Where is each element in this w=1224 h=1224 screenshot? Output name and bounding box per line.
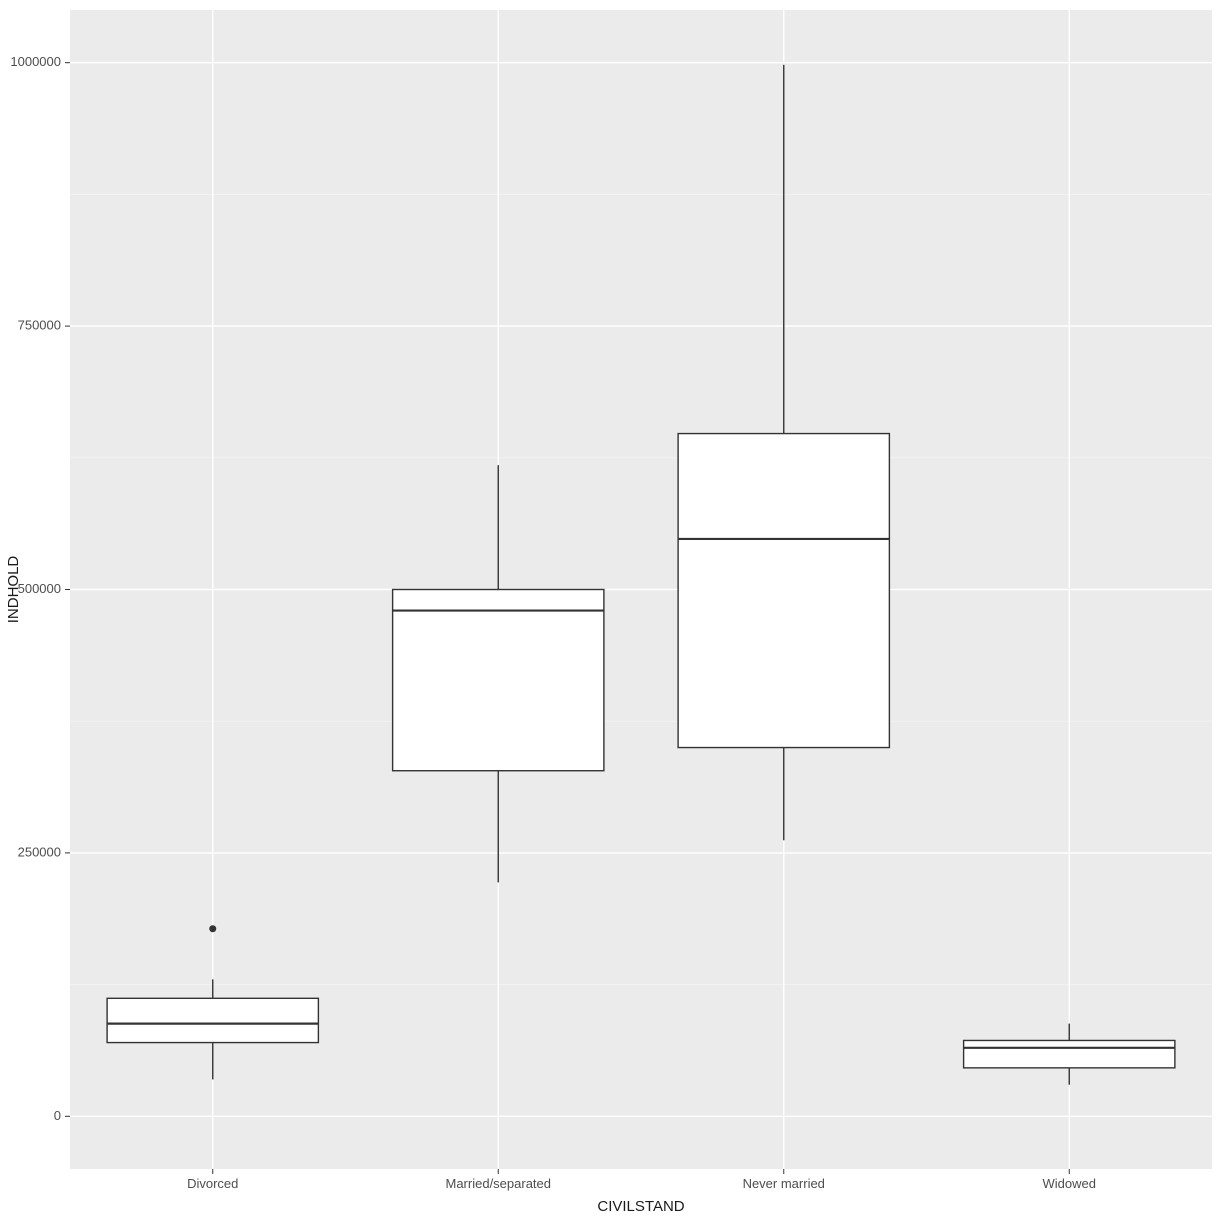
y-tick-label: 250000	[18, 844, 61, 859]
y-tick-label: 750000	[18, 318, 61, 333]
y-tick-label: 1000000	[10, 54, 61, 69]
x-tick-label: Never married	[743, 1176, 825, 1191]
y-tick-label: 500000	[18, 581, 61, 596]
x-tick-label: Divorced	[187, 1176, 238, 1191]
x-tick-label: Widowed	[1043, 1176, 1096, 1191]
box	[107, 998, 318, 1042]
box	[678, 434, 889, 748]
y-tick-label: 0	[54, 1108, 61, 1123]
y-axis-title: INDHOLD	[5, 556, 22, 624]
box	[964, 1040, 1175, 1067]
outlier-point	[209, 925, 216, 932]
boxplot-chart: 0 250000 500000 750000 1000000 Divorced Marrie…	[0, 0, 1224, 1224]
x-tick-label: Married/separated	[446, 1176, 552, 1191]
box	[393, 590, 604, 771]
x-axis-title: CIVILSTAND	[597, 1198, 684, 1215]
chart-svg: 0 250000 500000 750000 1000000 Divorced Marrie…	[0, 0, 1224, 1224]
